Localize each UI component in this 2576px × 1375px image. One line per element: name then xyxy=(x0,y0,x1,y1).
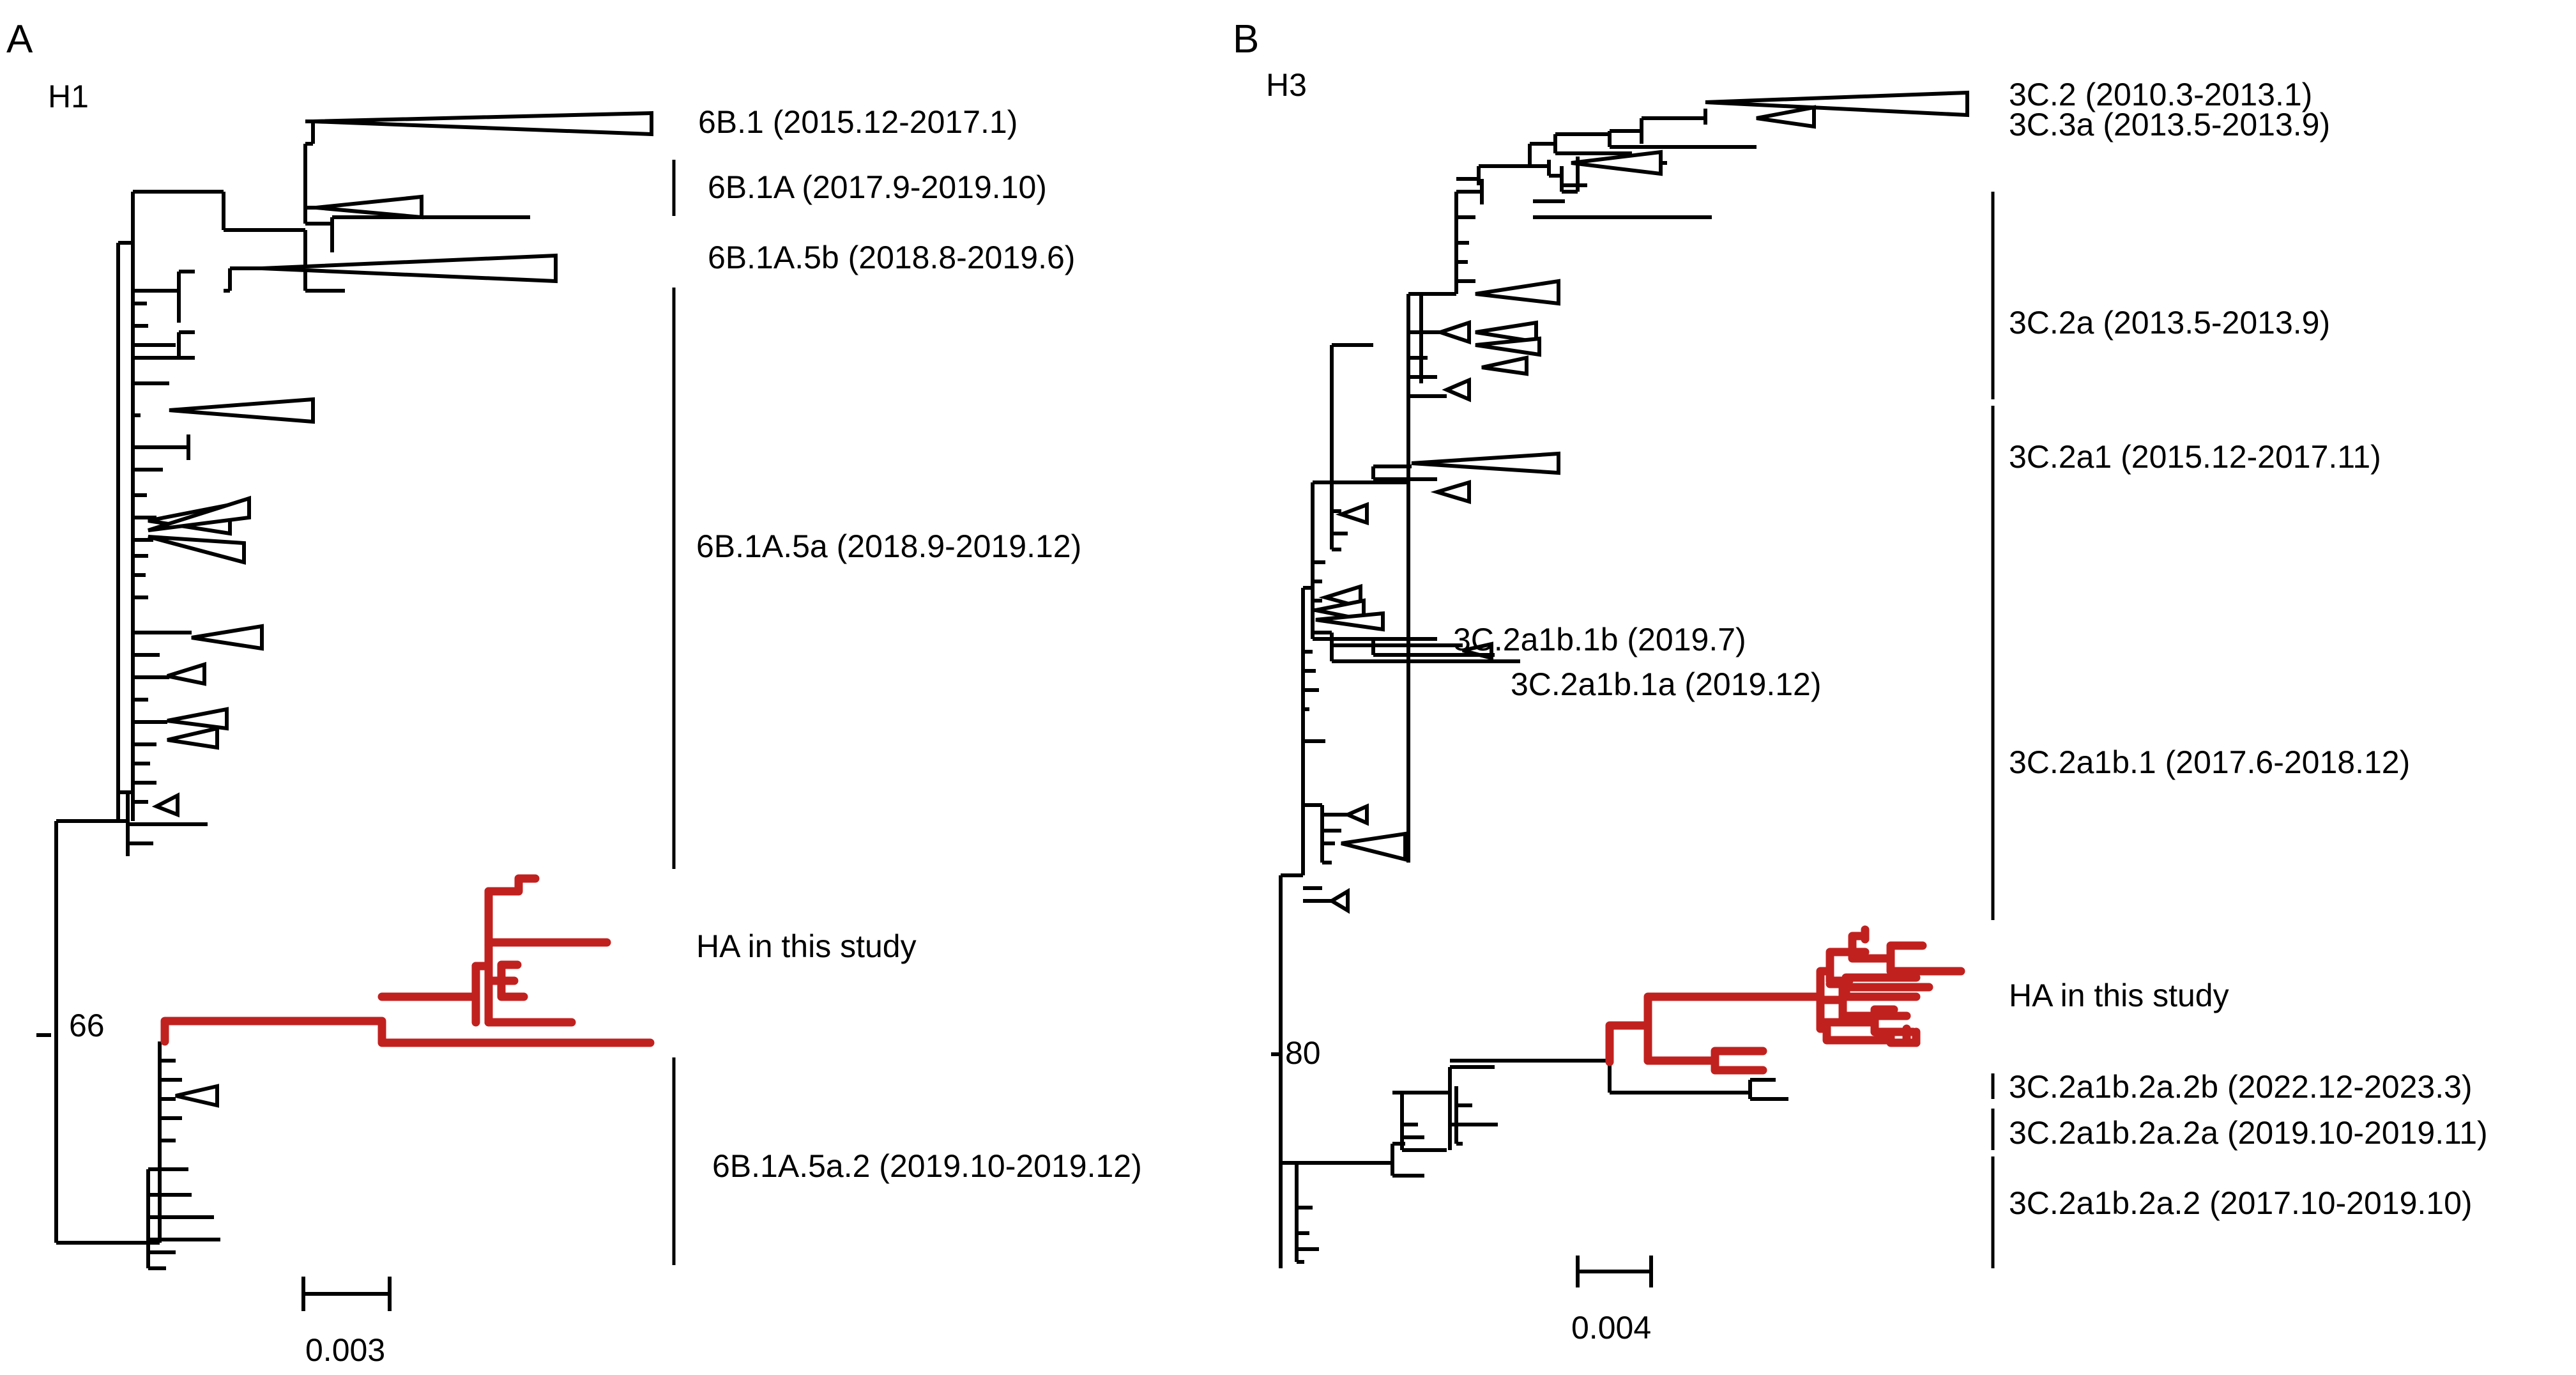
collapsed-clade-b17 xyxy=(1328,887,1350,914)
collapsed-clade-b11 xyxy=(1475,320,1538,344)
panel-a-title: H1 xyxy=(48,79,89,114)
collapsed-clade-b14 xyxy=(1571,150,1663,176)
h1-clade-label-6b1a5b: 6B.1A.5b (2018.8-2019.6) xyxy=(708,240,1075,275)
collapsed-clade-b12 xyxy=(1475,336,1541,357)
collapsed-clade-a3 xyxy=(148,535,246,565)
h1-clade-label-6b1a: 6B.1A (2017.9-2019.10) xyxy=(708,169,1047,205)
collapsed-clade-a1 xyxy=(169,397,315,424)
h3-study-clade xyxy=(1605,925,1965,1075)
h3-clade-label-3c2a1b2a2: 3C.2a1b.2a.2 (2017.10-2019.10) xyxy=(2009,1185,2473,1221)
collapsed-clade-b9 xyxy=(1442,377,1471,403)
panel-a-letter: A xyxy=(6,17,33,61)
collapsed-clade-a7 xyxy=(167,707,229,731)
h3-clade-label-3c2: 3C.2 (2010.3-2013.1) xyxy=(2009,77,2312,112)
collapsed-clade-6b1 xyxy=(312,111,653,137)
collapsed-clade-b4 xyxy=(1315,611,1385,632)
collapsed-clade-6b1a xyxy=(316,194,423,220)
h3-clade-label-study: HA in this study xyxy=(2009,978,2229,1013)
panel-b: B H3 xyxy=(1233,17,2488,1346)
collapsed-clade-b13 xyxy=(1481,355,1528,376)
collapsed-clade-3c3a xyxy=(1756,105,1816,129)
collapsed-clade-b6 xyxy=(1411,451,1560,475)
h3-scale-label: 0.004 xyxy=(1571,1310,1651,1346)
h1-scale-label: 0.003 xyxy=(305,1332,385,1368)
collapsed-clade-b8 xyxy=(1434,319,1471,345)
collapsed-clade-b7 xyxy=(1430,479,1471,505)
h3-scale-bar xyxy=(1576,1256,1653,1287)
collapsed-clade-a8 xyxy=(167,726,219,750)
h1-study-clade xyxy=(160,874,655,1047)
h3-clade-label-3c2a1: 3C.2a1 (2015.12-2017.11) xyxy=(2009,439,2381,475)
collapsed-clade-3c2 xyxy=(1705,90,1969,118)
h1-scale-bar xyxy=(301,1277,392,1311)
h3-tree xyxy=(1271,90,1969,1268)
collapsed-clade-a9 xyxy=(151,792,179,818)
h3-clade-label-3c2a1b2a2b: 3C.2a1b.2a.2b (2022.12-2023.3) xyxy=(2009,1069,2473,1105)
collapsed-clade-6b1a5b xyxy=(261,253,558,284)
collapsed-clade-b15 xyxy=(1343,803,1369,826)
h1-clade-label-6b1a5a2: 6B.1A.5a.2 (2019.10-2019.12) xyxy=(712,1148,1142,1184)
h1-clade-label-6b1a5a: 6B.1A.5a (2018.9-2019.12) xyxy=(696,528,1081,564)
collapsed-clade-b10 xyxy=(1475,279,1560,306)
collapsed-clade-a10 xyxy=(175,1084,219,1108)
panel-b-letter: B xyxy=(1233,17,1259,61)
h3-clade-label-3c2a1b2a2a: 3C.2a1b.2a.2a (2019.10-2019.11) xyxy=(2009,1115,2488,1151)
h1-clade-label-study: HA in this study xyxy=(696,928,917,964)
collapsed-clade-b16 xyxy=(1341,831,1407,862)
h3-clade-label-3c3a: 3C.3a (2013.5-2013.9) xyxy=(2009,107,2330,142)
h1-bootstrap-value: 66 xyxy=(69,1008,105,1043)
collapsed-clade-b1 xyxy=(1335,502,1369,526)
panel-b-title: H3 xyxy=(1266,67,1307,103)
h3-clade-label-3c2a1b1: 3C.2a1b.1 (2017.6-2018.12) xyxy=(2009,744,2410,780)
collapsed-clade-a5 xyxy=(191,624,264,651)
h1-clade-label-6b1: 6B.1 (2015.12-2017.1) xyxy=(698,104,1017,140)
h1-tree xyxy=(36,111,653,1270)
h3-clade-label-3c2a: 3C.2a (2013.5-2013.9) xyxy=(2009,305,2330,341)
collapsed-clade-a6 xyxy=(167,661,206,686)
collapsed-clade-a4 xyxy=(148,495,251,532)
h3-clade-label-3c2a1b1a: 3C.2a1b.1a (2019.12) xyxy=(1511,666,1821,702)
panel-a: A H1 xyxy=(6,17,1142,1368)
h3-clade-label-3c2a1b1b: 3C.2a1b.1b (2019.7) xyxy=(1453,622,1746,657)
h3-bootstrap-value: 80 xyxy=(1285,1035,1321,1071)
